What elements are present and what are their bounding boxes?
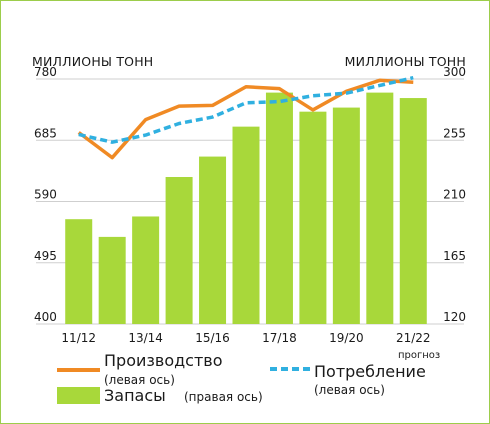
left-tick-label: 780	[34, 65, 57, 79]
legend-consumption-sub: (левая ось)	[314, 383, 385, 397]
lines-layer	[77, 76, 414, 160]
stocks-bar	[332, 107, 360, 324]
left-tick-label: 685	[34, 126, 57, 140]
left-tick-label: 590	[34, 188, 57, 202]
stocks-bar	[265, 92, 293, 324]
legend-production-label: Производство	[104, 351, 223, 370]
stocks-bar	[132, 216, 160, 324]
legend-production-sub: (левая ось)	[104, 373, 175, 387]
x-tick-label: 21/22	[396, 331, 431, 345]
right-tick-label: 255	[443, 126, 466, 140]
stocks-bar	[65, 219, 93, 324]
right-axis-title: МИЛЛИОНЫ ТОНН	[345, 54, 466, 69]
stocks-bar	[299, 111, 327, 325]
legend-stocks-swatch	[57, 387, 100, 404]
stocks-bar	[232, 126, 260, 324]
x-tick-label: 13/14	[128, 331, 163, 345]
consumption-line	[78, 76, 414, 144]
legend-stocks-sub: (правая ось)	[184, 390, 263, 404]
x-tick-label: 17/18	[262, 331, 297, 345]
axes: МИЛЛИОНЫ ТОНН МИЛЛИОНЫ ТОНН 400 120 495 165…	[32, 54, 466, 324]
left-tick-label: 400	[34, 310, 57, 324]
legend-consumption-label: Потребление	[314, 362, 426, 381]
x-tick-label: 19/20	[329, 331, 364, 345]
legend: Производство (левая ось) Потребление (ле…	[57, 351, 426, 405]
stocks-bar	[366, 92, 394, 324]
stocks-bar	[199, 156, 227, 324]
right-tick-label: 210	[443, 188, 466, 202]
x-tick-label: 15/16	[195, 331, 230, 345]
production-line	[77, 78, 414, 160]
stocks-bars	[65, 92, 427, 325]
legend-stocks-label: Запасы	[104, 386, 166, 405]
right-tick-label: 120	[443, 310, 466, 324]
stocks-bar	[165, 177, 193, 324]
stocks-bar	[98, 236, 126, 324]
x-axis-labels: 11/12 13/14 15/16 17/18 19/20 21/22	[61, 331, 430, 345]
stocks-bar	[399, 98, 427, 324]
left-axis-title: МИЛЛИОНЫ ТОНН	[32, 54, 153, 69]
right-tick-label: 165	[443, 249, 466, 263]
right-tick-label: 300	[443, 65, 466, 79]
left-tick-label: 495	[34, 249, 57, 263]
forecast-note: прогноз	[398, 350, 440, 361]
x-tick-label: 11/12	[61, 331, 96, 345]
